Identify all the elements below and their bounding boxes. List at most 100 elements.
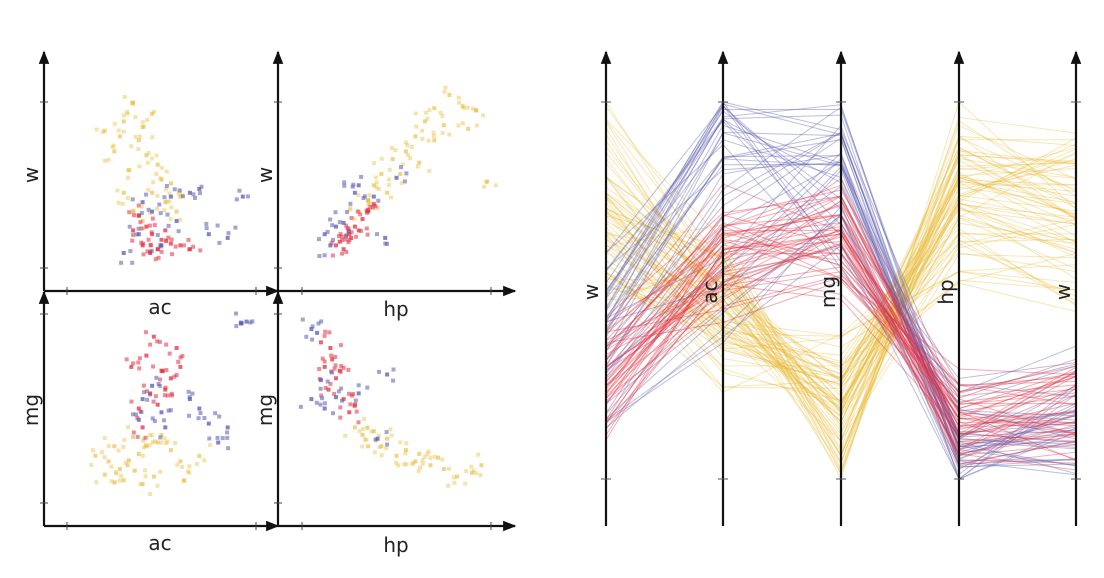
scatter-point-red bbox=[163, 385, 168, 390]
scatter-point-red bbox=[358, 212, 363, 217]
scatter-point-yellow bbox=[463, 481, 468, 486]
scatter-point-yellow bbox=[159, 440, 164, 445]
scatter-point-red bbox=[136, 203, 141, 208]
scatter-point-blue bbox=[391, 367, 396, 372]
scatter-point-red bbox=[159, 237, 164, 242]
scatter-point-yellow bbox=[357, 429, 362, 434]
scatter-panel-scatter-mg-vs-hp bbox=[298, 317, 484, 488]
scatter-point-blue bbox=[139, 410, 144, 414]
scatter-point-yellow bbox=[117, 467, 122, 471]
scatter-point-yellow bbox=[174, 209, 179, 214]
scatter-point-yellow bbox=[451, 475, 456, 480]
scatter-point-red bbox=[344, 223, 349, 228]
scatter-point-blue bbox=[318, 378, 323, 383]
scatter-point-yellow bbox=[121, 129, 126, 134]
scatter-point-red bbox=[131, 232, 136, 237]
scatter-point-red bbox=[322, 359, 327, 364]
scatter-point-yellow bbox=[162, 436, 167, 441]
scatter-point-blue bbox=[391, 378, 396, 383]
scatter-matrix-marks bbox=[89, 85, 498, 497]
scatter-point-yellow bbox=[125, 463, 130, 468]
scatter-point-yellow bbox=[121, 119, 126, 124]
scatter-point-blue bbox=[146, 207, 151, 212]
scatter-point-yellow bbox=[455, 474, 459, 479]
scatter-point-yellow bbox=[460, 104, 465, 109]
scatter-point-yellow bbox=[89, 463, 94, 467]
scatter-point-red bbox=[346, 240, 351, 245]
scatter-point-yellow bbox=[123, 460, 128, 465]
scatter-point-yellow bbox=[418, 465, 423, 470]
scatter-point-yellow bbox=[180, 465, 185, 469]
scatter-point-blue bbox=[213, 411, 218, 416]
scatter-point-yellow bbox=[145, 160, 150, 165]
scatter-point-yellow bbox=[456, 95, 461, 100]
scatter-point-yellow bbox=[379, 453, 384, 458]
scatter-point-yellow bbox=[474, 108, 479, 113]
scatter-point-blue bbox=[225, 435, 230, 440]
scatter-point-yellow bbox=[384, 446, 389, 451]
scatter-point-yellow bbox=[427, 108, 432, 113]
scatter-point-yellow bbox=[131, 208, 136, 213]
scatter-point-yellow bbox=[398, 172, 403, 176]
scatter-point-blue bbox=[162, 195, 167, 200]
scatter-point-yellow bbox=[394, 460, 398, 465]
scatter-point-yellow bbox=[94, 127, 99, 132]
scatter-point-yellow bbox=[476, 452, 481, 457]
scatter-point-red bbox=[131, 228, 136, 233]
scatter-point-red bbox=[198, 248, 203, 253]
scatter-point-yellow bbox=[152, 439, 157, 444]
scatter-point-red bbox=[334, 243, 338, 248]
scatter-point-yellow bbox=[112, 444, 117, 449]
scatter-point-yellow bbox=[379, 444, 384, 449]
scatter-point-yellow bbox=[473, 108, 478, 113]
scatter-point-yellow bbox=[385, 436, 390, 441]
scatter-point-blue bbox=[206, 232, 211, 237]
scatter-point-blue bbox=[119, 260, 124, 265]
scatter-point-red bbox=[341, 247, 346, 252]
scatter-point-blue bbox=[329, 369, 334, 374]
scatter-point-yellow bbox=[117, 478, 122, 483]
scatter-point-yellow bbox=[106, 443, 111, 448]
scatter-point-red bbox=[168, 241, 173, 246]
parallel-coordinates-axes: w ac mg hp w bbox=[579, 50, 1082, 526]
scatter-point-yellow bbox=[403, 448, 408, 453]
scatter-point-red bbox=[162, 393, 167, 398]
scatter-point-yellow bbox=[356, 193, 361, 197]
scatter-point-red bbox=[328, 381, 333, 386]
scatter-point-blue bbox=[136, 417, 141, 422]
scatter-point-blue bbox=[376, 198, 381, 203]
scatter-point-red bbox=[191, 244, 196, 249]
scatter-point-yellow bbox=[127, 168, 132, 173]
scatter-point-blue bbox=[130, 260, 135, 265]
scatter-point-blue bbox=[134, 412, 138, 417]
scatter-point-red bbox=[149, 230, 154, 235]
scatter-point-yellow bbox=[411, 460, 416, 465]
scatter-point-yellow bbox=[158, 176, 163, 181]
scatter-point-yellow bbox=[178, 194, 183, 199]
scatter-point-yellow bbox=[365, 425, 370, 430]
scatter-point-blue bbox=[121, 251, 126, 255]
scatter-point-blue bbox=[377, 369, 381, 374]
scatter-point-yellow bbox=[428, 455, 433, 460]
scatter-point-yellow bbox=[371, 429, 376, 434]
scatter-point-yellow bbox=[374, 185, 379, 190]
scatter-point-yellow bbox=[140, 453, 145, 458]
scatter-point-yellow bbox=[432, 138, 437, 143]
scatter-point-blue bbox=[328, 217, 333, 222]
scatter-point-yellow bbox=[102, 128, 107, 133]
scatter-point-yellow bbox=[347, 207, 352, 212]
scatter-point-blue bbox=[340, 398, 344, 403]
scatter-point-red bbox=[155, 247, 160, 252]
scatter-point-red bbox=[373, 204, 378, 209]
scatter-point-red bbox=[340, 251, 344, 256]
scatter-point-blue bbox=[237, 188, 242, 193]
scatter-point-yellow bbox=[131, 209, 136, 214]
scatter-point-red bbox=[356, 228, 361, 233]
scatter-point-red bbox=[326, 387, 331, 392]
scatter-point-yellow bbox=[387, 167, 392, 172]
scatter-point-blue bbox=[217, 240, 222, 245]
scatter-point-red bbox=[166, 235, 171, 240]
scatter-point-yellow bbox=[116, 200, 121, 205]
scatter-point-blue bbox=[234, 197, 239, 202]
scatter-point-yellow bbox=[141, 124, 146, 129]
